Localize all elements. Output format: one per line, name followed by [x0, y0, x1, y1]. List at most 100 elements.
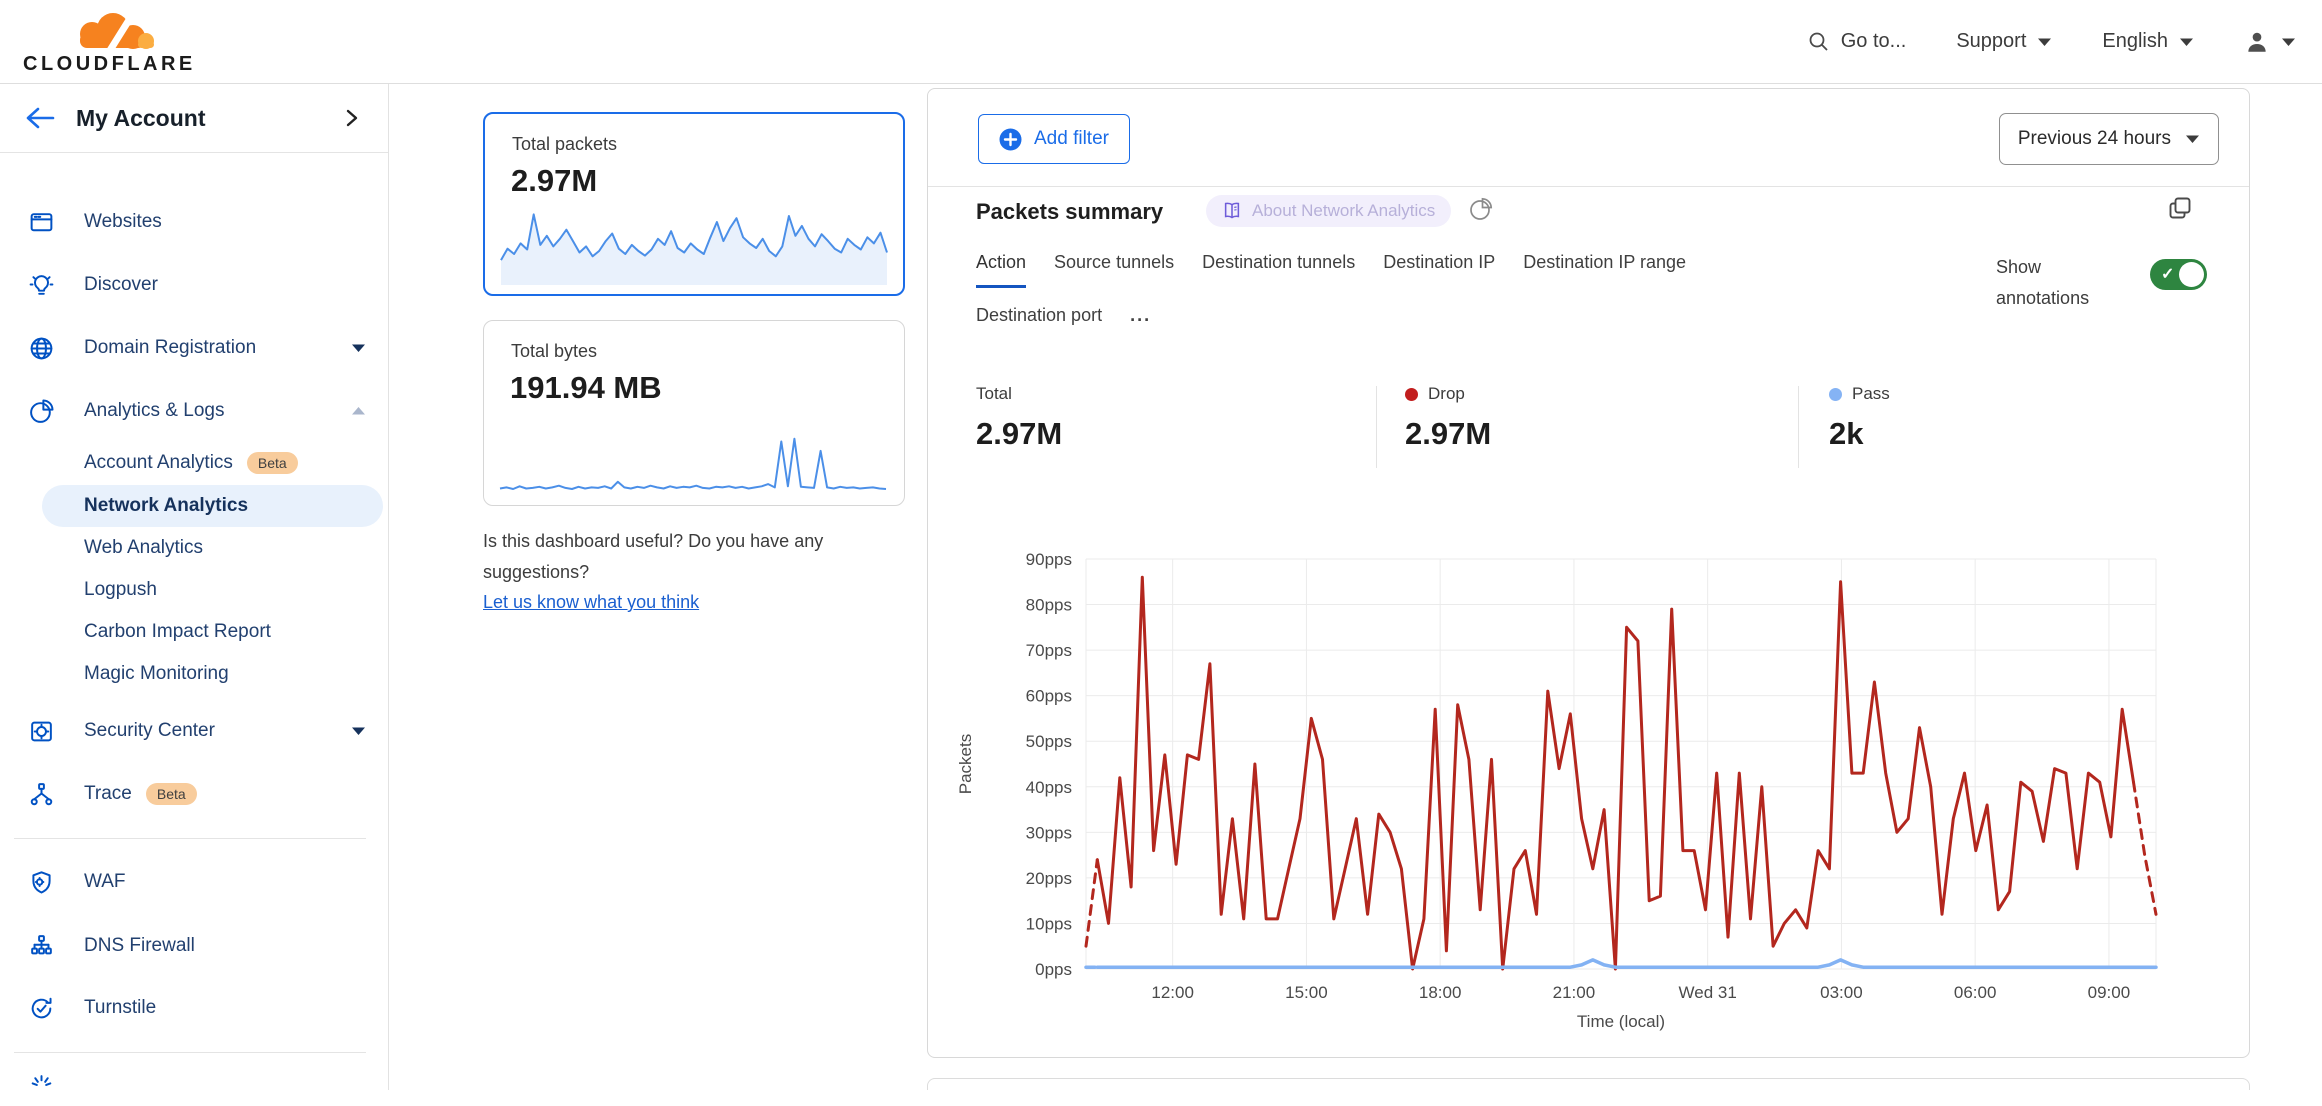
stat-divider [1798, 386, 1799, 468]
sitemap-icon [28, 933, 55, 960]
tab-destination-ip-range[interactable]: Destination IP range [1523, 252, 1686, 288]
next-panel-top-edge [927, 1078, 2250, 1090]
svg-text:12:00: 12:00 [1151, 983, 1194, 1002]
pie-icon [28, 398, 55, 425]
sidebar: My Account Websites Discover Domain Regist… [0, 84, 389, 1090]
sidebar-item-item[interactable] [0, 1064, 388, 1106]
add-filter-label: Add filter [1034, 128, 1109, 150]
stat-value: 2.97M [976, 416, 1062, 452]
sidebar-divider [14, 838, 366, 839]
sidebar-divider [14, 1052, 366, 1053]
sidebar-item-web-analytics[interactable]: Web Analytics [0, 527, 388, 569]
sidebar-divider [0, 152, 388, 153]
toggle-knob [2179, 262, 2204, 287]
tab-destination-port[interactable]: Destination port [976, 305, 1102, 338]
tab-more[interactable]: ... [1130, 305, 1151, 338]
panel-title: Packets summary [976, 199, 1163, 225]
sidebar-item-label: WAF [84, 871, 126, 893]
sidebar-item-domain-registration[interactable]: Domain Registration [0, 327, 388, 369]
svg-text:70pps: 70pps [1026, 641, 1072, 660]
svg-text:0pps: 0pps [1035, 960, 1072, 979]
tab-destination-ip[interactable]: Destination IP [1383, 252, 1495, 288]
expand-panel-icon[interactable] [2167, 195, 2193, 221]
svg-text:Wed 31: Wed 31 [1679, 983, 1737, 1002]
browser-icon [28, 209, 55, 236]
go-to-search[interactable]: Go to... [1808, 30, 1907, 53]
user-icon [2244, 29, 2270, 55]
tab-destination-tunnels[interactable]: Destination tunnels [1202, 252, 1355, 288]
sidebar-item-carbon-impact-report[interactable]: Carbon Impact Report [0, 611, 388, 653]
tab-action[interactable]: Action [976, 252, 1026, 288]
pie-chart-icon[interactable] [1468, 196, 1494, 222]
total-bytes-card[interactable]: Total bytes 191.94 MB [483, 320, 905, 506]
total-packets-card[interactable]: Total packets 2.97M [483, 112, 905, 296]
topnav: Go to... Support English [1808, 29, 2296, 55]
sidebar-item-label: Carbon Impact Report [84, 621, 271, 643]
svg-text:80pps: 80pps [1026, 596, 1072, 615]
sidebar-item-websites[interactable]: Websites [0, 201, 388, 243]
about-pill-label: About Network Analytics [1252, 201, 1435, 221]
sidebar-item-label: DNS Firewall [84, 935, 195, 957]
plus-circle-icon [999, 128, 1022, 151]
sidebar-item-label: Analytics & Logs [84, 400, 224, 422]
sidebar-item-label: Websites [84, 211, 162, 233]
stat-drop: Drop 2.97M [1405, 384, 1491, 452]
sidebar-item-analytics-logs[interactable]: Analytics & Logs [0, 390, 388, 432]
check-icon: ✓ [2161, 264, 2174, 284]
feedback-link[interactable]: Let us know what you think [483, 592, 699, 613]
beta-badge: Beta [146, 783, 197, 805]
panel-divider [928, 186, 2249, 187]
sidebar-item-label: Security Center [84, 720, 215, 742]
summary-tabs-row-2: Destination port... [976, 305, 1151, 338]
back-arrow-icon[interactable] [24, 106, 56, 130]
feedback-text: Is this dashboard useful? Do you have an… [483, 526, 927, 588]
svg-text:21:00: 21:00 [1553, 983, 1596, 1002]
packets-summary-panel: Add filter Previous 24 hours Packets sum… [927, 88, 2250, 1058]
sidebar-item-label: Turnstile [84, 997, 156, 1019]
svg-text:10pps: 10pps [1026, 914, 1072, 933]
waf-icon [28, 869, 55, 896]
sidebar-item-logpush[interactable]: Logpush [0, 569, 388, 611]
chevron-down-icon [2037, 37, 2052, 47]
language-label: English [2102, 30, 2168, 53]
chevron-right-icon[interactable] [346, 109, 358, 127]
add-filter-button[interactable]: Add filter [978, 114, 1130, 164]
time-range-label: Previous 24 hours [2018, 128, 2171, 150]
tab-source-tunnels[interactable]: Source tunnels [1054, 252, 1174, 288]
beta-badge: Beta [247, 452, 298, 474]
show-annotations-toggle[interactable]: ✓ [2150, 259, 2207, 290]
sidebar-item-waf[interactable]: WAF [0, 861, 388, 903]
stat-value: 2.97M [1405, 416, 1491, 452]
chevron-down-icon [351, 343, 366, 353]
turnstile-icon [28, 995, 55, 1022]
svg-text:Packets: Packets [956, 734, 975, 794]
support-menu[interactable]: Support [1956, 30, 2052, 53]
svg-text:06:00: 06:00 [1954, 983, 1997, 1002]
cloudflare-logo[interactable]: CLOUDFLARE [16, 8, 194, 76]
sidebar-item-network-analytics[interactable]: Network Analytics [42, 485, 383, 527]
chevron-down-icon [2185, 134, 2200, 144]
topbar: CLOUDFLARE Go to... Support English [0, 0, 2322, 84]
svg-text:40pps: 40pps [1026, 778, 1072, 797]
about-network-analytics-pill[interactable]: About Network Analytics [1206, 195, 1451, 227]
sidebar-header: My Account [0, 96, 388, 140]
sidebar-item-security-center[interactable]: Security Center [0, 710, 388, 752]
stat-label: Drop [1428, 384, 1465, 404]
sidebar-item-dns-firewall[interactable]: DNS Firewall [0, 925, 388, 967]
svg-text:18:00: 18:00 [1419, 983, 1462, 1002]
language-menu[interactable]: English [2102, 30, 2194, 53]
time-range-dropdown[interactable]: Previous 24 hours [1999, 113, 2219, 165]
stat-divider [1376, 386, 1377, 468]
account-menu[interactable] [2244, 29, 2296, 55]
brand-text: CLOUDFLARE [23, 53, 194, 75]
sidebar-item-magic-monitoring[interactable]: Magic Monitoring [0, 653, 388, 695]
chevron-down-icon [2281, 37, 2296, 47]
sidebar-item-discover[interactable]: Discover [0, 264, 388, 306]
svg-text:15:00: 15:00 [1285, 983, 1328, 1002]
summary-tabs-row-1: Action Source tunnels Destination tunnels D… [976, 252, 1686, 288]
stat-pass: Pass 2k [1829, 384, 1890, 452]
sidebar-item-turnstile[interactable]: Turnstile [0, 987, 388, 1029]
sidebar-item-label: Magic Monitoring [84, 663, 229, 685]
